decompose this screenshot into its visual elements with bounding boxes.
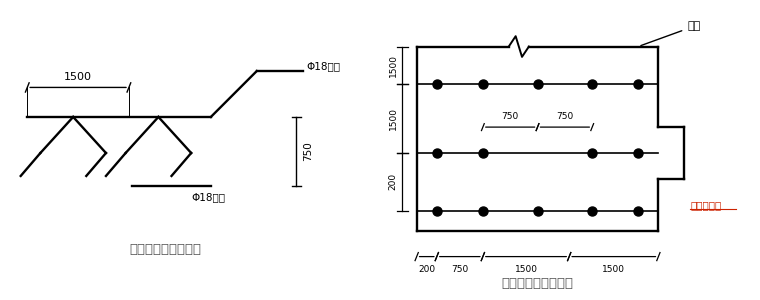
Text: 1500: 1500 — [388, 107, 397, 130]
Text: 750: 750 — [302, 142, 312, 161]
Text: Φ18钢筋: Φ18钢筋 — [192, 193, 225, 202]
Text: 1500: 1500 — [602, 265, 625, 274]
Text: 750: 750 — [556, 112, 574, 121]
Text: Φ18钢筋: Φ18钢筋 — [306, 61, 340, 71]
Text: 200: 200 — [418, 265, 435, 274]
Text: 1500: 1500 — [64, 72, 92, 82]
Text: 1500: 1500 — [388, 54, 397, 77]
Text: 1500: 1500 — [515, 265, 537, 274]
Text: 马凳平面布置示意图: 马凳平面布置示意图 — [502, 277, 574, 290]
Text: 基础外边线: 基础外边线 — [690, 200, 721, 210]
Text: 马凳加工形状示意图: 马凳加工形状示意图 — [129, 243, 201, 256]
Text: 750: 750 — [451, 265, 468, 274]
Text: 750: 750 — [502, 112, 519, 121]
Text: 200: 200 — [388, 173, 397, 190]
Text: 支点: 支点 — [641, 21, 701, 46]
